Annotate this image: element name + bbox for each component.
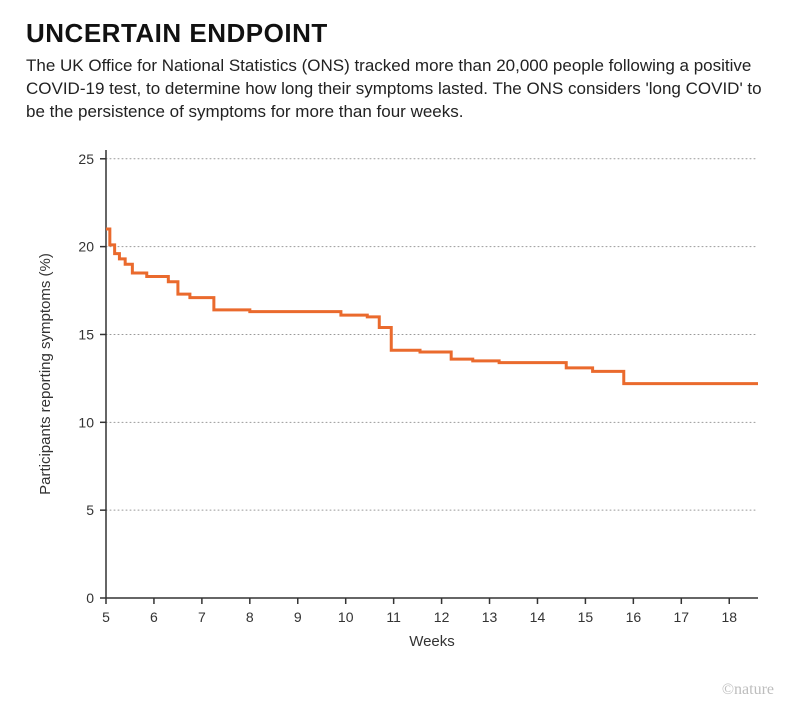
svg-text:12: 12 xyxy=(434,609,450,625)
svg-text:Participants reporting symptom: Participants reporting symptoms (%) xyxy=(37,253,54,495)
svg-text:18: 18 xyxy=(721,609,737,625)
svg-text:11: 11 xyxy=(386,609,401,625)
svg-text:25: 25 xyxy=(78,151,94,167)
svg-text:0: 0 xyxy=(86,590,94,606)
svg-text:15: 15 xyxy=(78,326,94,342)
source-credit: ©nature xyxy=(722,681,774,699)
svg-text:Weeks: Weeks xyxy=(409,633,455,650)
svg-text:20: 20 xyxy=(78,238,94,254)
chart-subtitle: The UK Office for National Statistics (O… xyxy=(26,55,766,124)
svg-text:7: 7 xyxy=(198,609,206,625)
svg-text:15: 15 xyxy=(578,609,594,625)
svg-text:6: 6 xyxy=(150,609,158,625)
svg-text:14: 14 xyxy=(530,609,546,625)
svg-text:10: 10 xyxy=(338,609,354,625)
svg-text:10: 10 xyxy=(78,414,94,430)
svg-text:5: 5 xyxy=(86,502,94,518)
chart-title: UNCERTAIN ENDPOINT xyxy=(26,18,774,49)
svg-text:17: 17 xyxy=(674,609,690,625)
svg-text:5: 5 xyxy=(102,609,110,625)
svg-text:8: 8 xyxy=(246,609,254,625)
svg-text:16: 16 xyxy=(626,609,642,625)
chart-area: 051015202556789101112131415161718WeeksPa… xyxy=(26,138,774,658)
svg-text:13: 13 xyxy=(482,609,498,625)
figure-container: UNCERTAIN ENDPOINT The UK Office for Nat… xyxy=(0,0,800,705)
step-line-chart: 051015202556789101112131415161718WeeksPa… xyxy=(26,138,774,658)
svg-text:9: 9 xyxy=(294,609,302,625)
